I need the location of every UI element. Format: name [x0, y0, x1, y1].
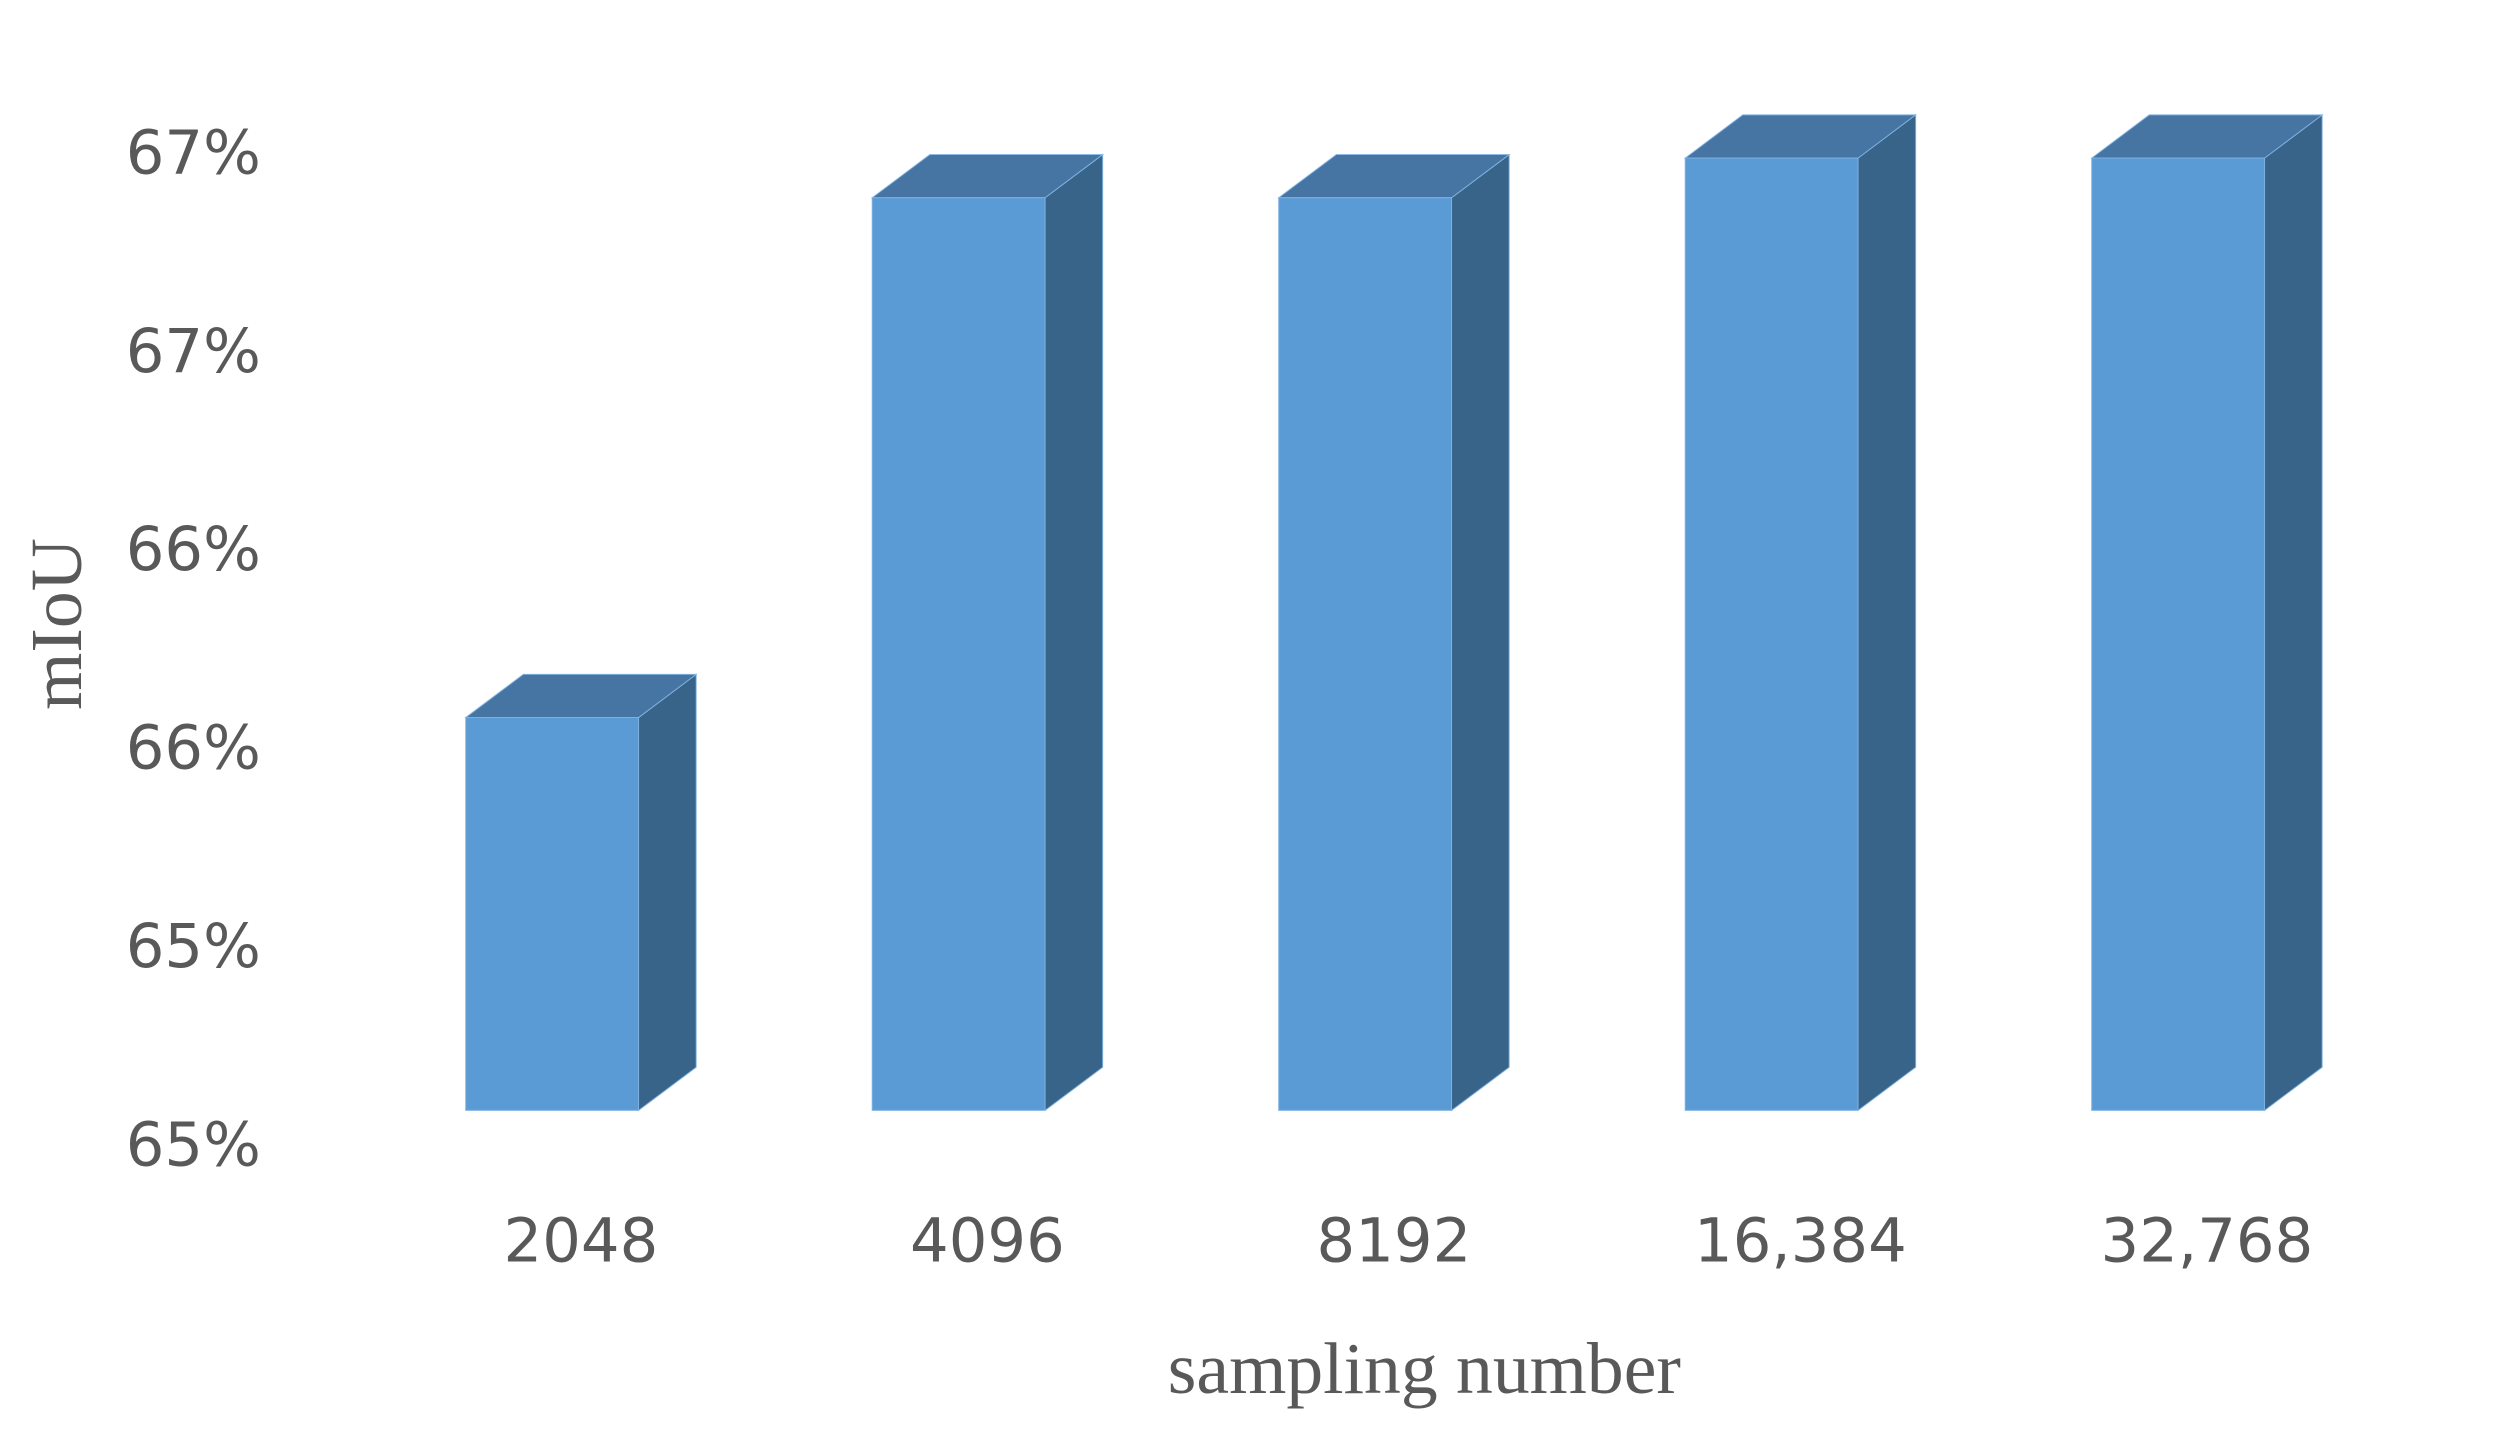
x-tick-label: 32,768: [2101, 1206, 2314, 1276]
bar-front: [465, 717, 640, 1111]
y-tick-label: 65%: [126, 1110, 261, 1180]
bar-side: [1044, 153, 1104, 1112]
bar: [1683, 113, 1918, 1112]
bar-side: [2264, 113, 2323, 1112]
bar-side: [1857, 113, 1917, 1112]
bar: [1277, 153, 1511, 1112]
bar: [2090, 113, 2324, 1112]
y-tick-label: 65%: [126, 912, 261, 982]
y-tick-label: 67%: [126, 118, 261, 188]
bar-front: [2091, 157, 2266, 1111]
y-axis-title: mIoU: [15, 538, 97, 710]
x-tick-label: 8192: [1317, 1206, 1472, 1276]
y-tick-label: 66%: [126, 714, 261, 784]
y-tick-label: 67%: [126, 317, 261, 387]
bar-front: [871, 197, 1046, 1111]
x-tick-label: 4096: [910, 1206, 1065, 1276]
bar-side: [1451, 153, 1510, 1112]
x-tick-label: 16,384: [1694, 1206, 1907, 1276]
y-tick-label: 66%: [126, 515, 261, 585]
x-tick-label: 2048: [504, 1206, 659, 1276]
bar-front: [1278, 197, 1453, 1111]
bar-front: [1684, 157, 1859, 1111]
bar: [464, 673, 698, 1112]
x-axis-title: sampling number: [1168, 1327, 1681, 1409]
bar-side: [638, 673, 697, 1112]
bar: [870, 153, 1105, 1112]
